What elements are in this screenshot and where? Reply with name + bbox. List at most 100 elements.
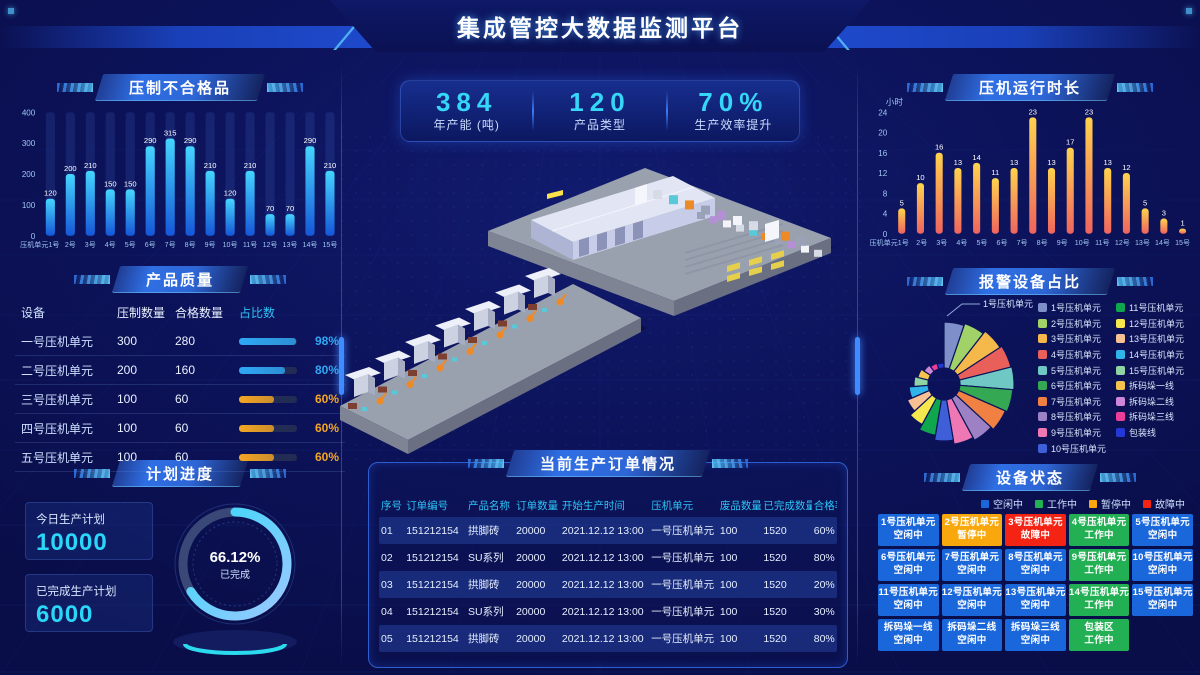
orders-header-cell: 订单编号: [406, 499, 449, 512]
press-body-side: [368, 374, 375, 395]
press-canopy: [495, 284, 531, 299]
status-tile-state: 空闲中: [893, 565, 923, 576]
bar: [916, 183, 924, 234]
alarm-legend-label: 8号压机单元: [1051, 412, 1102, 423]
alarm-legend-item[interactable]: 2号压机单元: [1038, 316, 1106, 332]
status-legend-item[interactable]: 工作中: [1035, 496, 1077, 511]
orders-cell: 151212154: [406, 605, 459, 618]
alarm-legend-item[interactable]: 8号压机单元: [1038, 409, 1106, 425]
alarm-legend-label: 包装线: [1129, 428, 1157, 439]
alarm-legend-item[interactable]: 包装线: [1116, 425, 1184, 441]
bar-value-label: 210: [204, 161, 217, 170]
robot-arm-link: [469, 342, 477, 353]
alarm-legend-item[interactable]: 拆码垛二线: [1116, 394, 1184, 410]
plan-card-done: 已完成生产计划 6000: [25, 574, 153, 632]
x-tick-label: 3号: [85, 241, 96, 249]
x-tick-label: 5号: [976, 239, 987, 247]
alarm-legend-item[interactable]: 6号压机单元: [1038, 378, 1106, 394]
alarm-legend-item[interactable]: 14号压机单元: [1116, 347, 1184, 363]
alarm-legend-item[interactable]: 7号压机单元: [1038, 394, 1106, 410]
robot-arm-link: [499, 326, 507, 336]
rose-slice: [954, 389, 1007, 431]
alarm-legend-item[interactable]: 10号压机单元: [1038, 440, 1106, 456]
alarm-legend-label: 12号压机单元: [1129, 318, 1185, 329]
status-legend-label: 工作中: [1047, 500, 1077, 511]
alarm-legend-column: 11号压机单元 12号压机单元 13号压机单元 14号压机单元 15号压机单元 拆码垛一线…: [1116, 300, 1184, 456]
bar-value-label: 13: [1010, 158, 1018, 167]
bar: [165, 138, 175, 236]
plan-progress-donut: 66.12% 已完成: [173, 503, 297, 655]
platform-top: [340, 284, 641, 440]
quality-percent-label: 80%: [314, 363, 339, 377]
machine-unit: [814, 249, 822, 257]
alarm-legend-swatch: [1038, 334, 1047, 344]
machine-bit: [542, 308, 547, 312]
orders-cell: 100: [719, 524, 738, 537]
machine-unit: [775, 237, 783, 245]
panel-title: 报警设备占比: [978, 273, 1081, 291]
status-tile-idle: 15号压机单元 空闲中: [1132, 584, 1193, 616]
status-legend-item[interactable]: 空闲中: [981, 496, 1023, 511]
status-tile-idle: 拆码垛一线 空闲中: [878, 619, 939, 651]
press-body-side: [458, 324, 465, 346]
bar-value-label: 16: [935, 143, 943, 152]
status-tile-idle: 11号压机单元 空闲中: [878, 584, 939, 616]
status-tile-name: 包装区: [1084, 622, 1114, 634]
alarm-legend-item[interactable]: 4号压机单元: [1038, 347, 1106, 363]
orders-cell: 151212154: [406, 578, 459, 591]
alarm-legend-swatch: [1116, 428, 1126, 438]
bar-track: [265, 112, 275, 236]
machine-unit: [733, 216, 742, 225]
alarm-legend-label: 10号压机单元: [1051, 443, 1107, 454]
orders-cell: 80%: [813, 551, 835, 564]
alarm-legend-item[interactable]: 3号压机单元: [1038, 331, 1106, 347]
alarm-legend-item[interactable]: 15号压机单元: [1116, 362, 1184, 378]
quality-percent-label: 60%: [314, 392, 339, 406]
status-tile-name: 拆码垛三线: [1010, 622, 1060, 634]
status-legend-item[interactable]: 暂停中: [1089, 496, 1131, 511]
kpi-value: 70%: [698, 86, 769, 117]
alarm-legend-item[interactable]: 拆码垛三线: [1116, 409, 1184, 425]
quality-qualified-count: 60: [175, 450, 189, 464]
bar-value-label: 210: [244, 161, 257, 170]
bar-value-label: 290: [184, 136, 197, 145]
quality-progress-bar: [239, 453, 297, 461]
bar: [1179, 228, 1187, 234]
quality-table-row: 三号压机单元 100 60 60%: [15, 385, 345, 414]
orders-cell: 2021.12.12 13:00: [561, 605, 644, 618]
orders-table-row: 01 151212154 拱脚砖 20000 2021.12.12 13:00 一号压机单…: [379, 517, 837, 544]
kpi-annual-capacity: 384 年产能 (吨): [401, 88, 532, 133]
alarm-legend-item[interactable]: 1号压机单元: [1038, 300, 1106, 316]
status-tile-name: 拆码垛一线: [883, 622, 933, 634]
press-body-side: [518, 291, 525, 313]
quality-pressed-count: 100: [117, 392, 138, 406]
orders-cell: 一号压机单元: [651, 606, 715, 618]
banner-decoration: [56, 82, 93, 92]
orders-header-cell: 开始生产时间: [561, 499, 625, 512]
status-tile-state: 工作中: [1084, 600, 1114, 611]
kpi-divider: [665, 91, 668, 131]
status-tile-name: 拆码垛二线: [947, 622, 997, 634]
status-tile-state: 空闲中: [893, 600, 923, 611]
alarm-legend-label: 11号压机单元: [1129, 303, 1184, 314]
status-tile-name: 8号压机单元: [1008, 552, 1063, 564]
donut-pedestal-glow: [183, 643, 287, 655]
banner-decoration: [73, 468, 110, 478]
brick-stack: [408, 370, 417, 376]
y-tick-label: 4: [883, 210, 888, 219]
status-tile-state: 空闲中: [1020, 635, 1051, 646]
pallet: [749, 266, 762, 276]
alarm-legend-item[interactable]: 13号压机单元: [1116, 331, 1184, 347]
alarm-legend-item[interactable]: 5号压机单元: [1038, 362, 1106, 378]
alarm-legend-label: 13号压机单元: [1129, 334, 1185, 345]
alarm-legend-item[interactable]: 拆码垛一线: [1116, 378, 1184, 394]
machine-bit: [362, 407, 367, 411]
alarm-rose-chart: 1号压机单元: [906, 298, 1033, 445]
status-legend-item[interactable]: 故障中: [1143, 496, 1185, 511]
alarm-legend-item[interactable]: 11号压机单元: [1116, 300, 1184, 316]
x-tick-label: 13号: [1135, 239, 1150, 247]
orders-header-cell: 已完成数量: [763, 499, 812, 512]
alarm-legend-item[interactable]: 9号压机单元: [1038, 425, 1106, 441]
kpi-divider: [532, 91, 535, 131]
alarm-legend-item[interactable]: 12号压机单元: [1116, 316, 1184, 332]
